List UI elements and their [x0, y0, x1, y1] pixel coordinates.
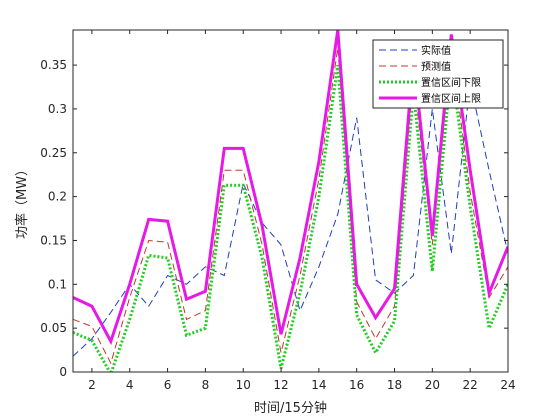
axes-frame — [72, 29, 509, 373]
x-tick-label: 22 — [463, 378, 478, 392]
y-tick-label: 0.2 — [48, 190, 67, 204]
y-tick-label: 0.05 — [40, 321, 67, 335]
x-tick-label: 2 — [88, 378, 96, 392]
y-tick-label: 0 — [59, 365, 67, 379]
series-line-1 — [73, 82, 508, 357]
series-line-3 — [73, 64, 508, 372]
y-axis-label: 功率（MW） — [14, 163, 30, 239]
y-tick-label: 0.25 — [40, 146, 67, 160]
x-tick-label: 4 — [126, 378, 134, 392]
x-tick-label: 18 — [387, 378, 402, 392]
series-line-4 — [73, 30, 508, 346]
legend-label-3: 置信区间下限 — [421, 76, 481, 89]
x-tick-label: 24 — [500, 378, 515, 392]
x-tick-label: 12 — [273, 378, 288, 392]
x-tick-label: 20 — [425, 378, 440, 392]
x-tick-label: 10 — [236, 378, 251, 392]
x-tick-label: 14 — [311, 378, 326, 392]
y-tick-label: 0.1 — [48, 277, 67, 291]
y-tick-label: 0.35 — [40, 58, 67, 72]
x-axis-label: 时间/15分钟 — [254, 400, 327, 416]
plot-frame — [72, 29, 509, 373]
series-layer — [73, 30, 508, 372]
legend-label-1: 实际值 — [421, 44, 451, 57]
legend-label-4: 置信区间上限 — [421, 92, 481, 105]
y-tick-label: 0.3 — [48, 102, 67, 116]
x-axis-ticks: 2 4 6 8 10 12 14 16 18 20 22 24 — [88, 30, 516, 392]
x-tick-label: 6 — [164, 378, 172, 392]
y-axis-ticks: 0 0.05 0.1 0.15 0.2 0.25 0.3 0.35 — [40, 58, 508, 379]
y-tick-label: 0.15 — [40, 233, 67, 247]
legend-label-2: 预测值 — [421, 60, 451, 73]
x-tick-label: 16 — [349, 378, 364, 392]
x-tick-label: 8 — [202, 378, 210, 392]
